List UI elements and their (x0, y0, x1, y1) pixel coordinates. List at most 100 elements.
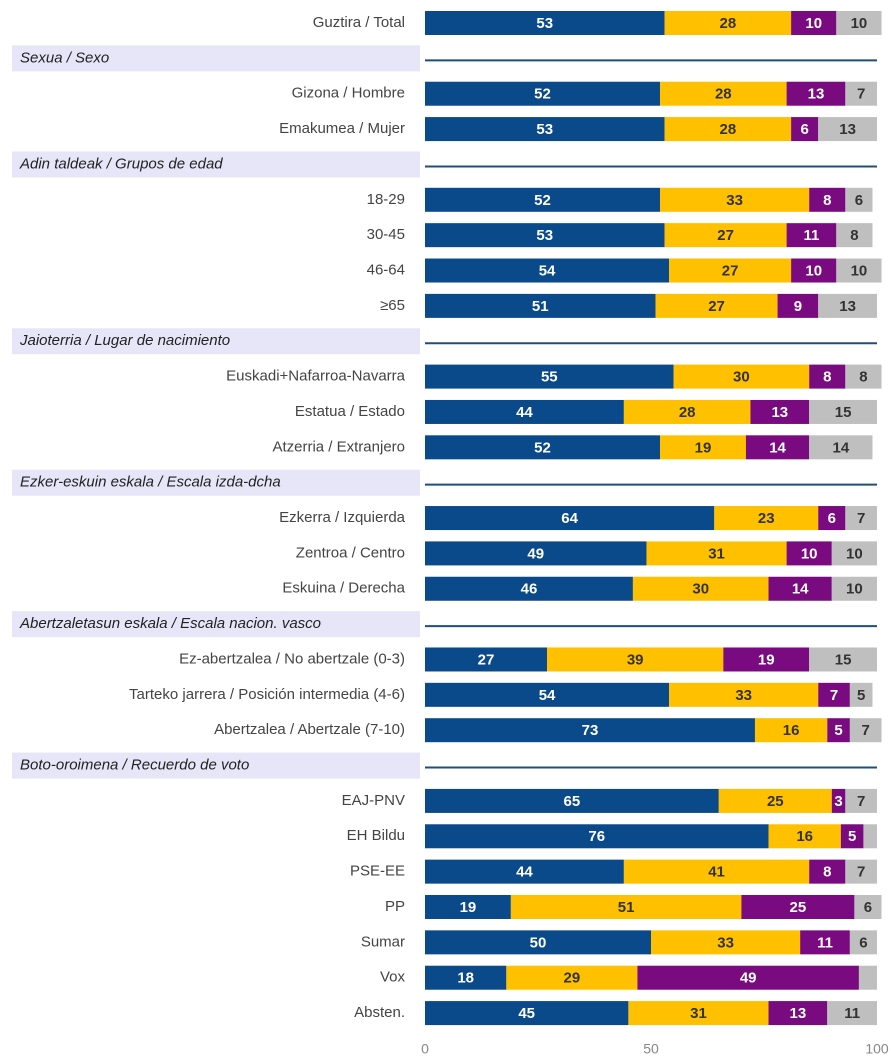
value-label: 28 (679, 404, 696, 421)
value-label: 33 (735, 687, 752, 704)
value-label: 65 (564, 793, 581, 810)
value-label: 19 (460, 899, 477, 916)
value-label: 54 (539, 262, 556, 279)
value-label: 8 (823, 864, 831, 881)
bar-segment (425, 399, 624, 424)
value-label: 19 (758, 651, 775, 668)
x-tick-label: 0 (421, 1041, 429, 1057)
category-label: Estatua / Estado (295, 403, 405, 420)
bar-segment (673, 364, 810, 389)
bar-segment (818, 117, 877, 142)
bar-segment (425, 364, 674, 389)
value-label: 53 (536, 15, 553, 32)
bar-segment (651, 930, 801, 955)
bar-segment (425, 541, 647, 566)
bar-segment (547, 647, 724, 672)
bar-segment (623, 859, 810, 884)
bar-segment (425, 117, 665, 142)
value-label: 16 (783, 722, 800, 739)
value-label: 30 (733, 369, 750, 386)
value-label: 51 (618, 899, 635, 916)
value-label: 23 (758, 510, 775, 527)
bar-segment (425, 435, 661, 460)
bar-segment (768, 1001, 828, 1026)
group-header-bg (12, 151, 420, 178)
category-label: Emakumea / Mujer (279, 120, 405, 137)
category-label: EAJ-PNV (342, 792, 405, 809)
value-label: 5 (857, 687, 865, 704)
group-header-bg (12, 45, 420, 72)
value-label: 10 (805, 262, 822, 279)
value-label: 31 (690, 1005, 707, 1022)
value-label: 54 (539, 687, 556, 704)
value-label: 6 (855, 192, 863, 209)
bar-segment (741, 895, 855, 919)
bar-segment (637, 965, 859, 990)
bar-segment (840, 824, 864, 849)
value-label: 55 (541, 369, 558, 386)
bar-segment (425, 81, 661, 106)
value-label: 7 (830, 687, 838, 704)
value-label: 27 (717, 227, 734, 244)
value-label: 41 (708, 864, 725, 881)
value-label: 28 (719, 15, 736, 32)
category-label: 46-64 (367, 261, 405, 278)
bar-segment (845, 859, 877, 884)
category-label: Atzerria / Extranjero (272, 438, 405, 455)
category-label: Sumar (361, 933, 405, 950)
bar-segment (831, 788, 846, 813)
bar-segment (632, 576, 769, 601)
category-label: Gizona / Hombre (292, 85, 405, 102)
bar-segment (745, 435, 810, 460)
value-label: 33 (717, 934, 734, 951)
bar-segment (845, 788, 877, 813)
category-label: Ezkerra / Izquierda (279, 509, 406, 526)
bar-segment (791, 117, 819, 142)
bar-segment (845, 187, 873, 212)
value-label: 13 (839, 121, 856, 138)
bar-segment (425, 576, 633, 601)
value-label: 49 (527, 545, 544, 562)
category-label: Absten. (354, 1004, 405, 1021)
bar-segment (754, 718, 828, 743)
bar-segment (768, 576, 832, 601)
bar-segment (425, 895, 511, 919)
bar-segment (845, 81, 877, 106)
value-label: 14 (769, 439, 786, 456)
bar-segment (664, 11, 792, 35)
bar-segment (809, 399, 877, 424)
category-label: Euskadi+Nafarroa-Navarra (226, 368, 405, 385)
bar-segment (854, 895, 882, 919)
bar-segment (425, 506, 715, 531)
bar-segment (425, 223, 665, 248)
bar-segment (425, 718, 755, 743)
bar-segment (723, 647, 810, 672)
bar-segment (827, 718, 850, 743)
bar-segment (809, 647, 877, 672)
bar-segment (836, 258, 882, 283)
bar-segment (623, 399, 751, 424)
group-header: Sexua / Sexo (20, 49, 109, 66)
bar-segment (425, 930, 651, 955)
bar-segment (628, 1001, 769, 1026)
value-label: 11 (804, 227, 820, 244)
value-label: 64 (561, 510, 578, 527)
value-label: 46 (521, 581, 538, 598)
value-label: 49 (740, 970, 757, 987)
value-label: 28 (715, 86, 732, 103)
bar-segment (863, 824, 877, 849)
bar-segment (809, 364, 846, 389)
value-label: 6 (864, 899, 872, 916)
bar-segment (845, 506, 877, 531)
bar-segment (664, 117, 792, 142)
category-label: 18-29 (367, 191, 405, 208)
bar-segment (664, 223, 787, 248)
bar-segment (809, 187, 846, 212)
category-label: PP (385, 898, 405, 915)
value-label: 76 (588, 828, 605, 845)
value-label: 10 (805, 15, 822, 32)
group-header: Jaioterria / Lugar de nacimiento (19, 332, 230, 349)
value-label: 10 (851, 262, 868, 279)
value-label: 7 (857, 793, 865, 810)
value-label: 13 (839, 298, 856, 315)
